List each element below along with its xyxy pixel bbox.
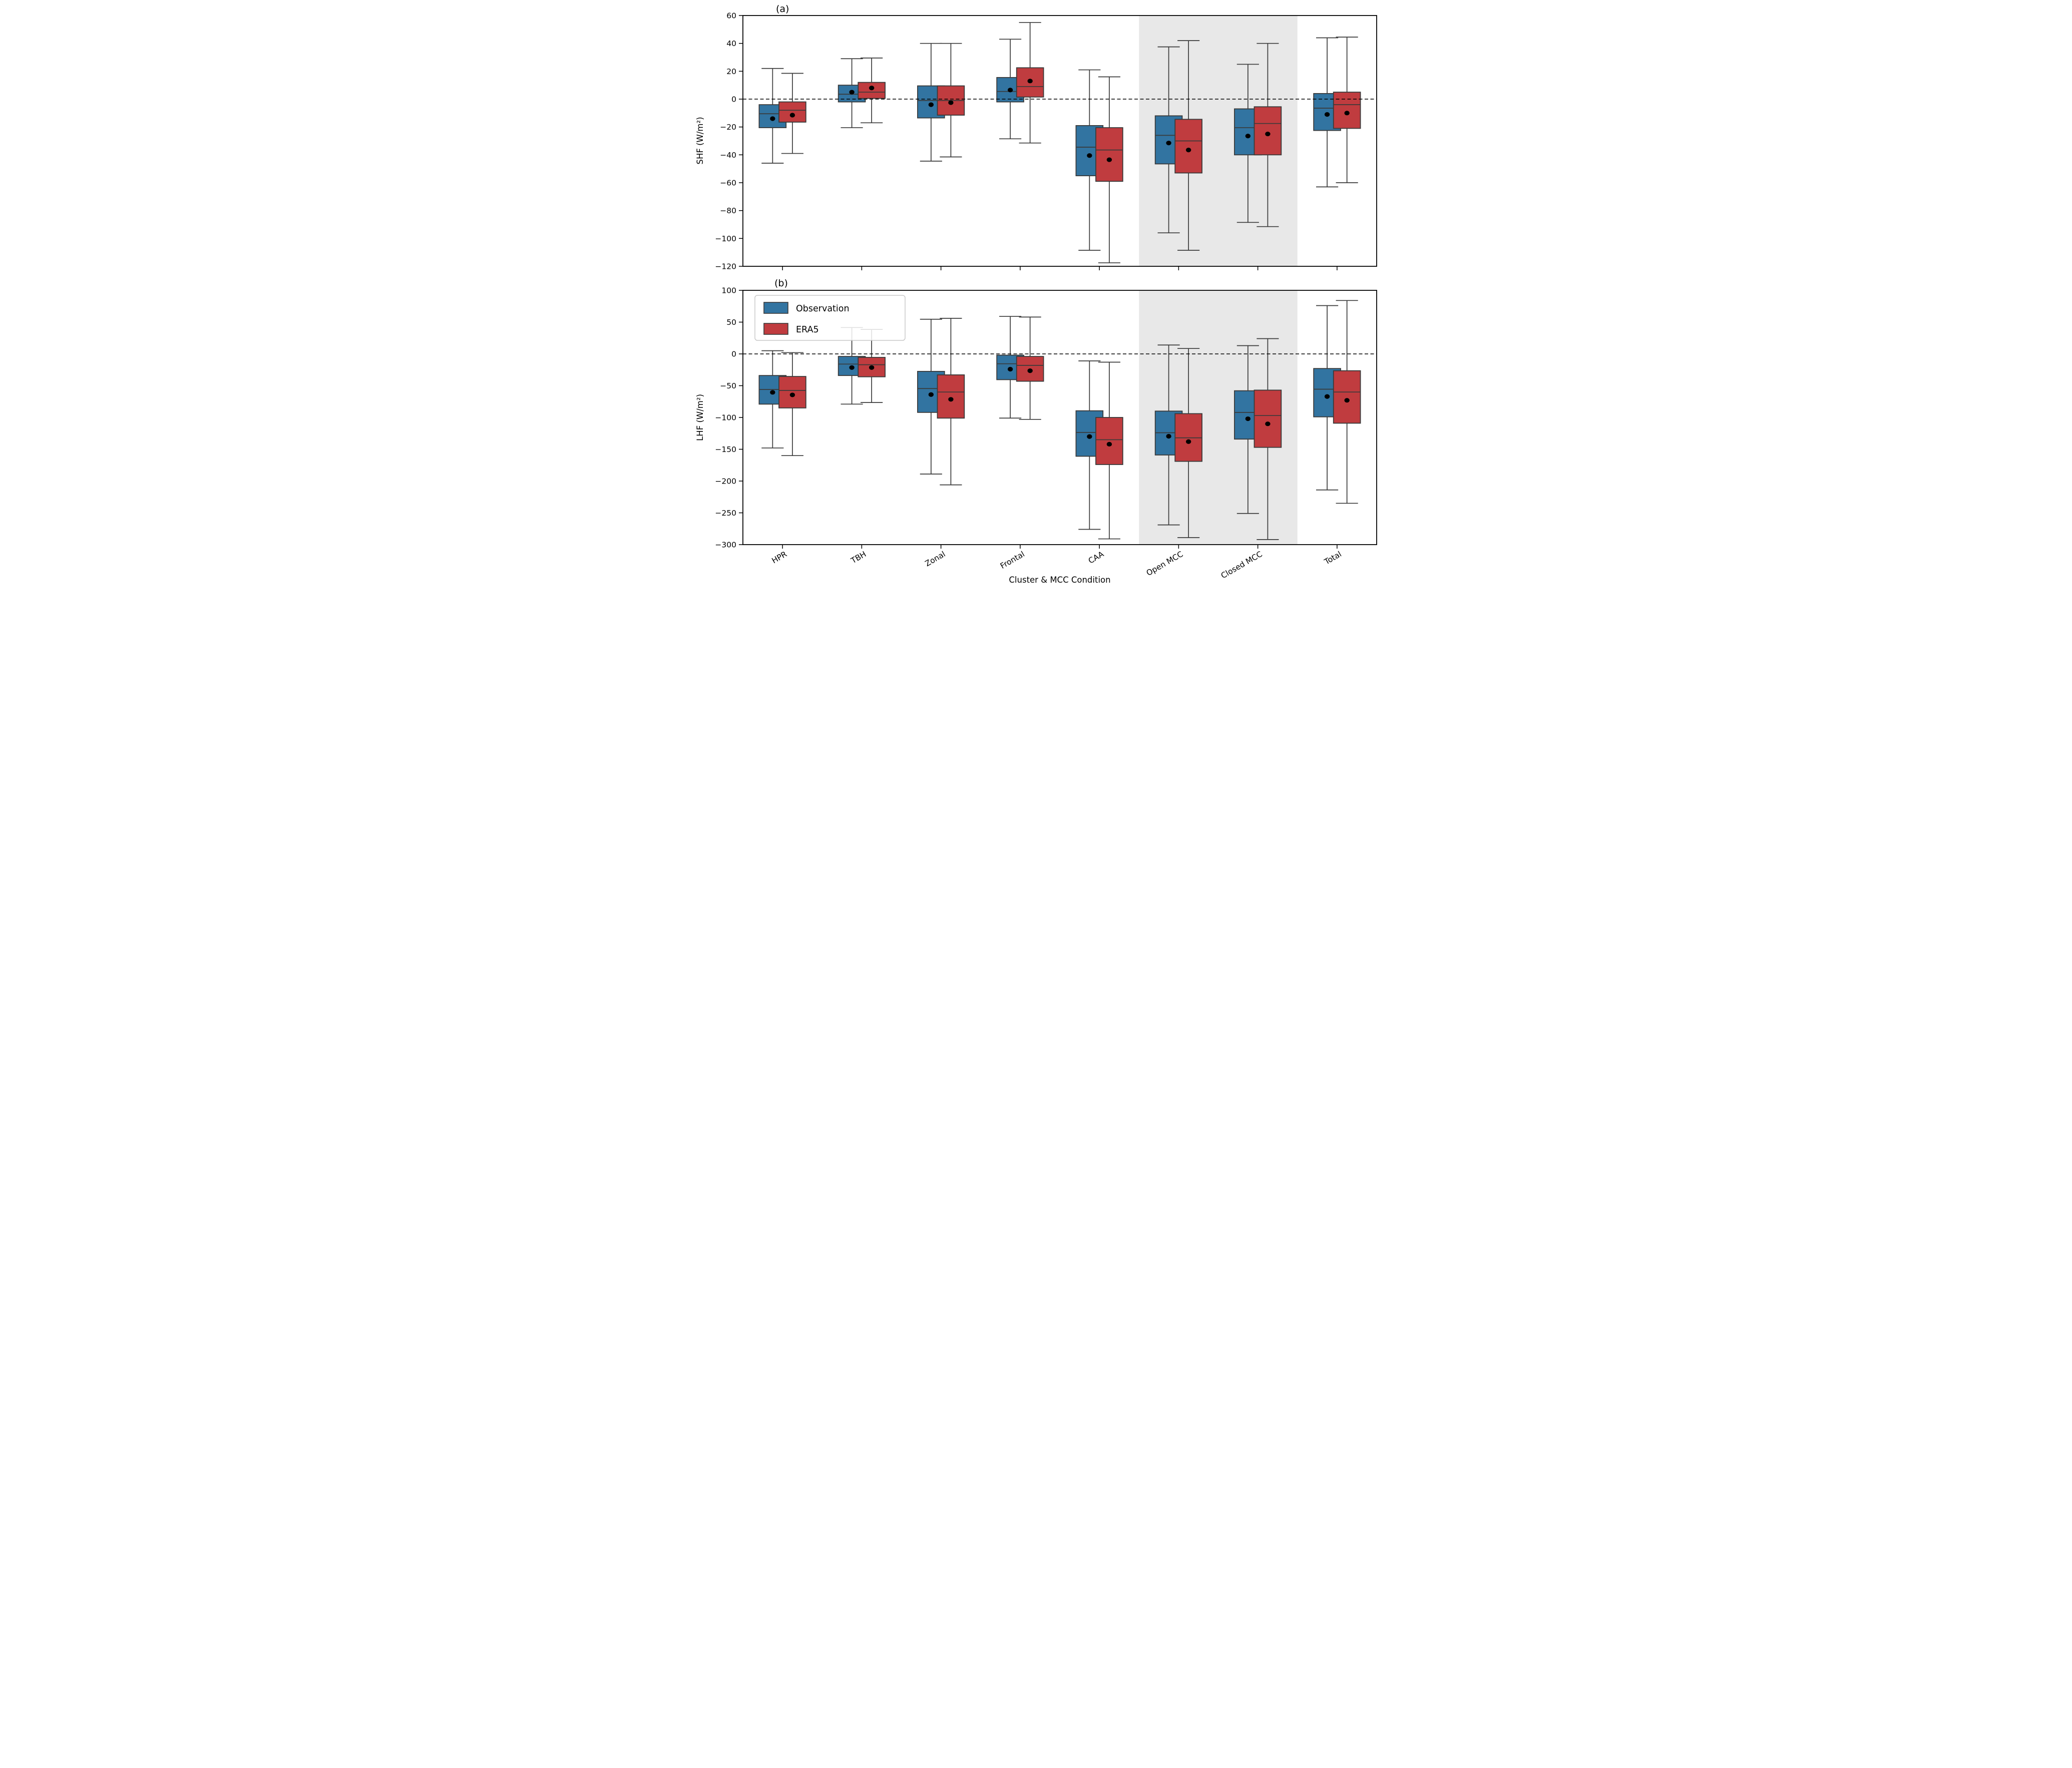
- mean-dot-observation-Open-MCC: [1165, 433, 1171, 439]
- mean-dot-observation-Zonal: [928, 392, 934, 397]
- legend-frame: [754, 295, 906, 341]
- x-tick-label-TBH: TBH: [849, 550, 867, 566]
- box-era5-TBH: [857, 357, 886, 377]
- legend-label-era5: ERA5: [796, 325, 819, 335]
- y-tick-label: −300: [715, 541, 736, 550]
- mean-dot-era5-Open-MCC: [1185, 147, 1191, 153]
- y-tick-label: 60: [726, 12, 736, 21]
- panel-b-plot-area: 100 50 0 −50 −100 −150 −200 −250 −300 HPR TBH Zonal…: [715, 286, 1377, 581]
- mean-dot-era5-Total: [1344, 398, 1350, 403]
- box-era5-HPR: [778, 101, 806, 123]
- mean-dot-era5-Frontal: [1027, 368, 1033, 373]
- panel-border: [742, 15, 1377, 267]
- y-tick-label: −40: [720, 151, 736, 160]
- y-tick-label: −200: [715, 477, 736, 486]
- mean-dot-observation-Frontal: [1007, 366, 1013, 372]
- box-era5-Closed-MCC: [1254, 106, 1282, 156]
- x-tick-label-Frontal: Frontal: [998, 550, 1026, 571]
- box-era5-Total: [1333, 370, 1361, 424]
- panel-a-y-axis-label: SHF (W/m²): [695, 117, 705, 164]
- y-tick-label: −100: [715, 234, 736, 243]
- box-era5-Total: [1333, 92, 1361, 129]
- panel-a-plot-area: 60 40 20 0 −20 −40 −60 −80 −100 −120: [715, 12, 1377, 271]
- page: { "figure": { "xlabel": "Cluster & MCC C…: [0, 0, 2072, 589]
- mean-dot-observation-HPR: [769, 116, 775, 121]
- y-tick-label: −120: [715, 262, 736, 271]
- x-tick-label-Open-MCC: Open MCC: [1144, 550, 1184, 578]
- box-era5-TBH: [857, 82, 886, 99]
- x-axis-label: Cluster & MCC Condition: [1009, 575, 1110, 585]
- y-tick-label: 0: [731, 95, 736, 104]
- y-tick-label: 100: [721, 286, 736, 295]
- box-era5-Closed-MCC: [1254, 389, 1282, 448]
- y-tick-label: 40: [726, 39, 736, 48]
- y-tick-label: −250: [715, 509, 736, 518]
- panel-b-y-axis-label: LHF (W/m²): [695, 394, 705, 441]
- y-tick-label: −50: [720, 381, 736, 390]
- mean-dot-observation-Closed-MCC: [1245, 416, 1251, 421]
- legend-label-observation: Observation: [796, 304, 850, 314]
- mean-dot-observation-Closed-MCC: [1245, 134, 1251, 139]
- x-tick-label-Zonal: Zonal: [923, 550, 947, 568]
- mean-dot-observation-Total: [1324, 112, 1330, 117]
- y-tick-label: 20: [726, 67, 736, 76]
- mean-dot-era5-HPR: [789, 392, 795, 397]
- box-era5-CAA: [1095, 127, 1123, 182]
- mean-dot-era5-Closed-MCC: [1265, 131, 1271, 137]
- mean-dot-era5-TBH: [869, 365, 874, 370]
- x-tick-label-Total: Total: [1322, 550, 1343, 567]
- x-tick-label-CAA: CAA: [1087, 550, 1105, 566]
- mean-dot-era5-Zonal: [948, 100, 954, 105]
- boxplot-figure: 60 40 20 0 −20 −40 −60 −80 −100 −120 100 50 0 −50 −10…: [690, 0, 1382, 589]
- mean-dot-observation-CAA: [1086, 434, 1092, 439]
- mean-dot-observation-Zonal: [928, 102, 934, 107]
- mean-dot-era5-Open-MCC: [1185, 439, 1191, 444]
- boxplot-figure-svg: 60 40 20 0 −20 −40 −60 −80 −100 −120 100 50 0 −50 −10…: [690, 0, 1382, 589]
- y-tick-label: −20: [720, 123, 736, 132]
- mean-dot-era5-CAA: [1106, 157, 1112, 162]
- y-tick-label: 50: [726, 318, 736, 327]
- y-tick-label: −100: [715, 413, 736, 422]
- x-tick-label-HPR: HPR: [770, 550, 788, 566]
- y-tick-label: −150: [715, 445, 736, 454]
- mean-dot-era5-HPR: [789, 113, 795, 118]
- mean-dot-observation-TBH: [849, 365, 855, 370]
- mean-dot-observation-CAA: [1086, 153, 1092, 158]
- mean-dot-era5-Total: [1344, 111, 1350, 116]
- mean-dot-era5-TBH: [869, 86, 874, 91]
- panel-b-label: (b): [774, 278, 788, 289]
- mean-dot-era5-Frontal: [1027, 79, 1033, 84]
- legend-swatch-observation: [763, 302, 788, 314]
- mean-dot-era5-Closed-MCC: [1265, 421, 1271, 426]
- mean-dot-observation-TBH: [849, 90, 855, 95]
- x-tick-label-Closed-MCC: Closed MCC: [1219, 550, 1264, 581]
- y-tick-label: −80: [720, 206, 736, 215]
- legend: Observation ERA5: [754, 295, 906, 341]
- box-era5-HPR: [778, 376, 806, 408]
- legend-swatch-era5: [763, 323, 788, 335]
- y-tick-label: 0: [731, 350, 736, 359]
- mean-dot-observation-Open-MCC: [1165, 141, 1171, 146]
- mean-dot-observation-Frontal: [1007, 88, 1013, 93]
- box-era5-Zonal: [937, 374, 965, 419]
- mean-dot-observation-HPR: [769, 390, 775, 395]
- box-era5-CAA: [1095, 417, 1123, 465]
- mean-dot-era5-CAA: [1106, 441, 1112, 447]
- box-era5-Open-MCC: [1174, 119, 1202, 174]
- mean-dot-era5-Zonal: [948, 397, 954, 402]
- panel-a-label: (a): [776, 4, 789, 15]
- mean-dot-observation-Total: [1324, 394, 1330, 399]
- y-tick-label: −60: [720, 179, 736, 188]
